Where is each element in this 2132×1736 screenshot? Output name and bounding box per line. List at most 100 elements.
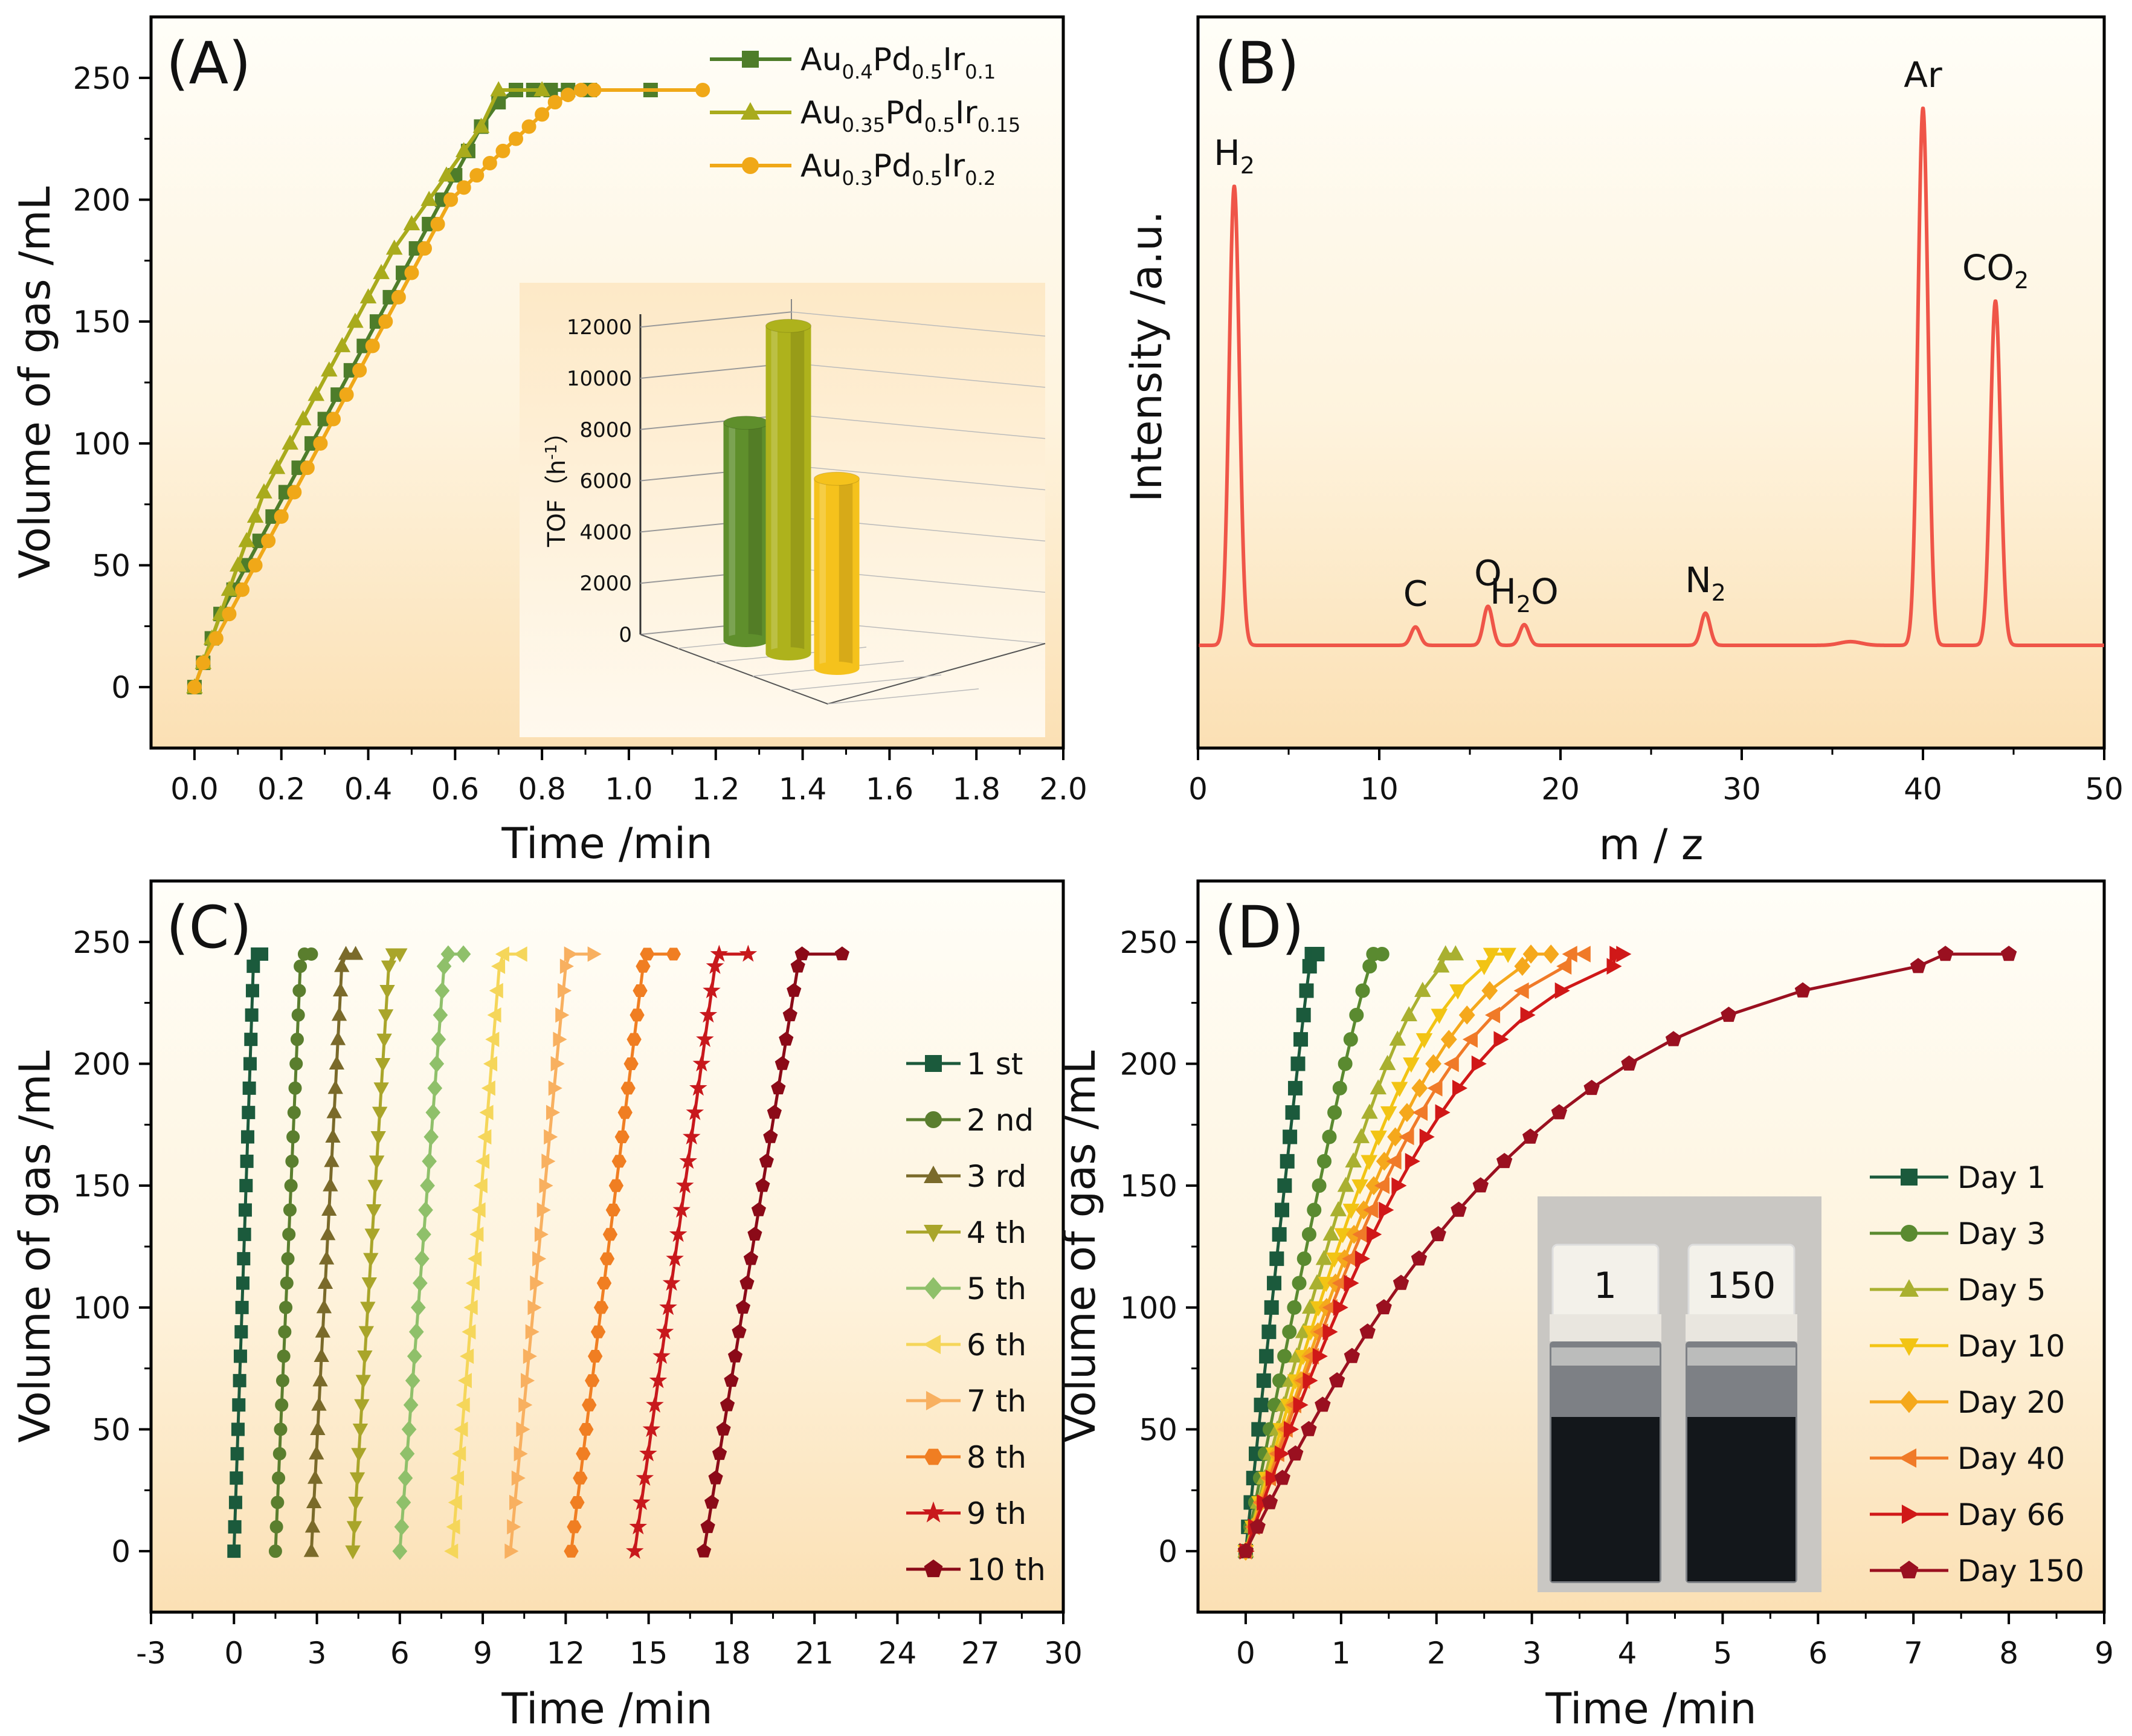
data-point (425, 1103, 441, 1121)
vial-label: 150 (1707, 1265, 1776, 1307)
data-point (196, 655, 211, 670)
data-point (1301, 1227, 1316, 1242)
data-point (244, 1033, 258, 1047)
inset-floor-grid (827, 688, 979, 705)
data-point (405, 1372, 420, 1390)
legend-marker (742, 51, 759, 68)
inset-y-axis-title-sup: -1 (543, 444, 561, 460)
data-point (1472, 1177, 1489, 1193)
data-point (407, 1347, 422, 1366)
x-tick-label: 0.4 (344, 772, 393, 807)
panel-d-ticks: 0 1 2 3 4 5 6 7 8 9 0 50 100 150 200 250 (1120, 925, 2114, 1671)
x-tick-label: 1 (1332, 1636, 1351, 1671)
inset-bar (765, 326, 811, 654)
data-point (272, 1447, 286, 1460)
inset-grid-line (791, 465, 1046, 491)
peak-label-sub: 2 (1712, 579, 1726, 606)
data-point (427, 1079, 443, 1097)
data-point (1334, 1228, 1351, 1244)
data-point (1551, 1104, 1568, 1120)
data-point (567, 1520, 582, 1534)
data-point (1411, 1078, 1428, 1098)
legend-marker (923, 1335, 941, 1354)
inset-y-tick-label: 10000 (567, 367, 632, 391)
data-point (541, 1154, 556, 1169)
panel-d-x-axis-title: Time /min (1545, 1684, 1756, 1734)
y-tick-label: 50 (1139, 1413, 1177, 1448)
data-point (1554, 982, 1570, 999)
data-point (392, 948, 408, 963)
data-point (422, 1152, 437, 1170)
inset-y-tick-label: 4000 (579, 520, 632, 544)
legend-marker (922, 1501, 945, 1523)
data-point (242, 1106, 256, 1120)
data-point (1387, 1127, 1403, 1147)
inset-y-axis-title-end: ） (543, 420, 571, 444)
data-point (187, 680, 202, 695)
data-point (1412, 1104, 1428, 1121)
data-point (704, 1494, 720, 1509)
data-point (240, 1154, 254, 1168)
panel-d-legend: Day 1 Day 3 Day 5 Day 10 Day 20 Day 40 Day 66 D… (1870, 1160, 2084, 1589)
data-point (1449, 984, 1466, 1000)
data-point (490, 81, 507, 97)
data-point (292, 984, 306, 998)
data-point (570, 1496, 585, 1509)
data-point (1275, 1202, 1289, 1218)
y-tick-label: 100 (73, 1291, 130, 1326)
data-point (1452, 1080, 1468, 1097)
data-point (448, 1494, 462, 1511)
vial-reflection (1687, 1347, 1795, 1366)
data-point (269, 1520, 283, 1534)
data-point (712, 1446, 727, 1460)
data-point (564, 1544, 579, 1558)
data-point (468, 1251, 482, 1267)
legend-label: 2 nd (967, 1103, 1034, 1138)
data-point (1312, 1178, 1327, 1193)
inset-bar-top (814, 471, 860, 486)
data-point (236, 1276, 250, 1290)
data-point (1316, 1154, 1332, 1169)
inset-bar-highlight (771, 326, 778, 654)
data-point (369, 1155, 385, 1170)
data-point (507, 1519, 521, 1535)
data-point (338, 946, 354, 960)
data-point (834, 946, 850, 961)
peak-label: Ar (1904, 54, 1942, 95)
data-point (414, 1250, 430, 1268)
data-point (1435, 1104, 1451, 1121)
peak-label-sub: 2 (1516, 591, 1531, 618)
data-point (354, 1399, 370, 1413)
data-point (1399, 1103, 1415, 1123)
data-point (558, 983, 572, 999)
data-point (1343, 1032, 1358, 1047)
data-point (271, 1496, 285, 1509)
inset-bar-top (723, 416, 769, 430)
inset-grid-line (791, 311, 1046, 337)
data-point (479, 1105, 494, 1120)
data-point (1365, 1176, 1382, 1196)
data-point (1514, 957, 1531, 976)
peak-label: CO2 (1962, 247, 2029, 294)
data-point (286, 1130, 300, 1144)
data-point (1259, 1349, 1274, 1364)
data-point (696, 1030, 714, 1047)
data-point (345, 1545, 361, 1560)
data-point (739, 944, 758, 962)
data-point (1522, 1128, 1539, 1144)
panel-c-ticks: -3 0 3 6 9 12 15 18 21 24 27 30 0 50 100 150 200 250 (73, 925, 1083, 1671)
data-point (585, 1374, 600, 1387)
data-point (1393, 1274, 1409, 1290)
y-tick-label: 100 (1120, 1291, 1177, 1326)
data-point (457, 1373, 472, 1389)
legend-label: 1 st (967, 1047, 1023, 1082)
x-tick-label: 1.8 (952, 772, 1000, 807)
panel-c-series (227, 944, 850, 1560)
data-point (240, 1130, 254, 1144)
data-point (1359, 1323, 1376, 1339)
data-point (1345, 1152, 1362, 1168)
inset-floor-grid (790, 674, 942, 691)
data-point (1330, 1201, 1347, 1216)
x-tick-label: 3 (1522, 1636, 1542, 1671)
